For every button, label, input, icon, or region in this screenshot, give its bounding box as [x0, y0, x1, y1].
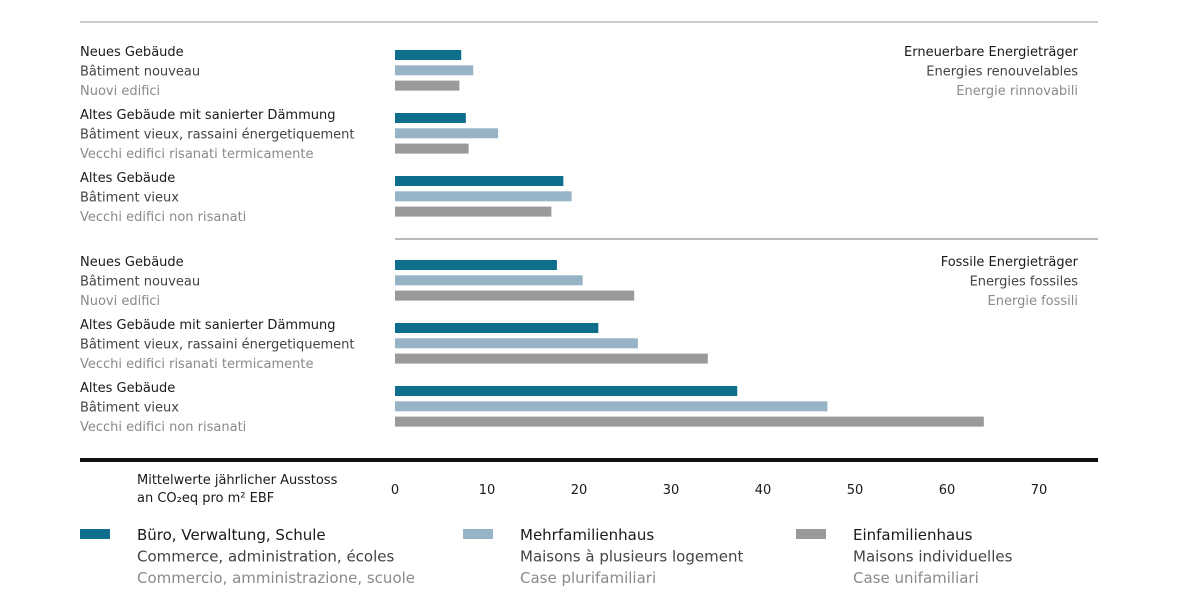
- x-tick-label: 70: [1031, 483, 1048, 498]
- x-tick-label: 30: [663, 483, 680, 498]
- bar: [395, 290, 635, 301]
- category-label-line: Vecchi edifici non risanati: [80, 210, 246, 225]
- category-label-line: Bâtiment nouveau: [80, 65, 200, 80]
- x-tick-label: 60: [939, 483, 956, 498]
- group-title-line: Energie fossili: [988, 294, 1078, 309]
- bar: [395, 260, 557, 270]
- legend-label-line: Commercio, amministrazione, scuole: [137, 569, 415, 587]
- bar: [395, 65, 474, 76]
- bar: [395, 206, 552, 217]
- category-label-line: Bâtiment vieux: [80, 191, 179, 206]
- bar: [395, 323, 599, 333]
- category-label-line: Nuovi edifici: [80, 84, 160, 99]
- legend-label-line: Commerce, administration, écoles: [137, 548, 394, 566]
- bar: [395, 50, 462, 60]
- bar: [395, 353, 708, 364]
- category-label-line: Vecchi edifici risanati termicamente: [80, 147, 313, 162]
- bars-layer: [395, 50, 984, 427]
- category-labels-layer: Neues Gebäude Bâtiment nouveau Nuovi edifi…: [80, 45, 354, 435]
- category-label-line: Bâtiment vieux: [80, 401, 179, 416]
- x-tick-label: 0: [391, 483, 399, 498]
- group-title-line: Energies renouvelables: [926, 65, 1078, 80]
- category-label-line: Bâtiment vieux, rassaini énergetiquement: [80, 128, 354, 143]
- x-tick-labels-layer: 0 10 20 30 40 50 60 70: [391, 483, 1047, 498]
- category-label-line: Neues Gebäude: [80, 45, 184, 60]
- bar: [395, 401, 828, 412]
- legend-label-line: Büro, Verwaltung, Schule: [137, 526, 326, 544]
- category-label-line: Bâtiment vieux, rassaini énergetiquement: [80, 338, 354, 353]
- bar: [395, 176, 564, 186]
- axis-label-line-2: an CO₂eq pro m² EBF: [137, 491, 274, 506]
- bar: [395, 275, 583, 286]
- category-label-line: Bâtiment nouveau: [80, 275, 200, 290]
- category-label-line: Neues Gebäude: [80, 255, 184, 270]
- bar: [395, 128, 499, 139]
- category-label-line: Vecchi edifici risanati termicamente: [80, 357, 313, 372]
- bar: [395, 143, 469, 154]
- category-label-line: Altes Gebäude: [80, 381, 175, 396]
- category-label-line: Altes Gebäude mit sanierter Dämmung: [80, 318, 335, 333]
- x-tick-label: 20: [571, 483, 588, 498]
- legend-swatch: [796, 529, 826, 539]
- category-label-line: Altes Gebäude: [80, 171, 175, 186]
- legend-label-line: Case unifamiliari: [853, 569, 979, 587]
- category-label-line: Altes Gebäude mit sanierter Dämmung: [80, 108, 335, 123]
- legend-label-line: Einfamilienhaus: [853, 526, 973, 544]
- bar: [395, 386, 738, 396]
- group-titles-layer: Erneuerbare Energieträger Energies renouv…: [904, 45, 1079, 309]
- group-title-line: Energies fossiles: [970, 275, 1079, 290]
- category-label-line: Nuovi edifici: [80, 294, 160, 309]
- legend-label-line: Mehrfamilienhaus: [520, 526, 654, 544]
- bar: [395, 338, 638, 349]
- legend-label-line: Maisons individuelles: [853, 548, 1013, 566]
- legend-label-line: Maisons à plusieurs logement: [520, 548, 743, 566]
- category-label-line: Vecchi edifici non risanati: [80, 420, 246, 435]
- legend-swatch: [463, 529, 493, 539]
- bar: [395, 416, 984, 427]
- x-tick-label: 50: [847, 483, 864, 498]
- bar: [395, 191, 572, 202]
- bar: [395, 113, 466, 123]
- axis-label-line-1: Mittelwerte jährlicher Ausstoss: [137, 473, 338, 488]
- group-title-line: Erneuerbare Energieträger: [904, 45, 1079, 60]
- x-tick-label: 40: [755, 483, 772, 498]
- legend-label-line: Case plurifamiliari: [520, 569, 656, 587]
- x-tick-label: 10: [479, 483, 496, 498]
- legend: Büro, Verwaltung, Schule Commerce, admini…: [80, 526, 1013, 587]
- bar: [395, 80, 460, 91]
- group-title-line: Energie rinnovabili: [956, 84, 1078, 99]
- legend-swatch: [80, 529, 110, 539]
- group-title-line: Fossile Energieträger: [941, 255, 1079, 270]
